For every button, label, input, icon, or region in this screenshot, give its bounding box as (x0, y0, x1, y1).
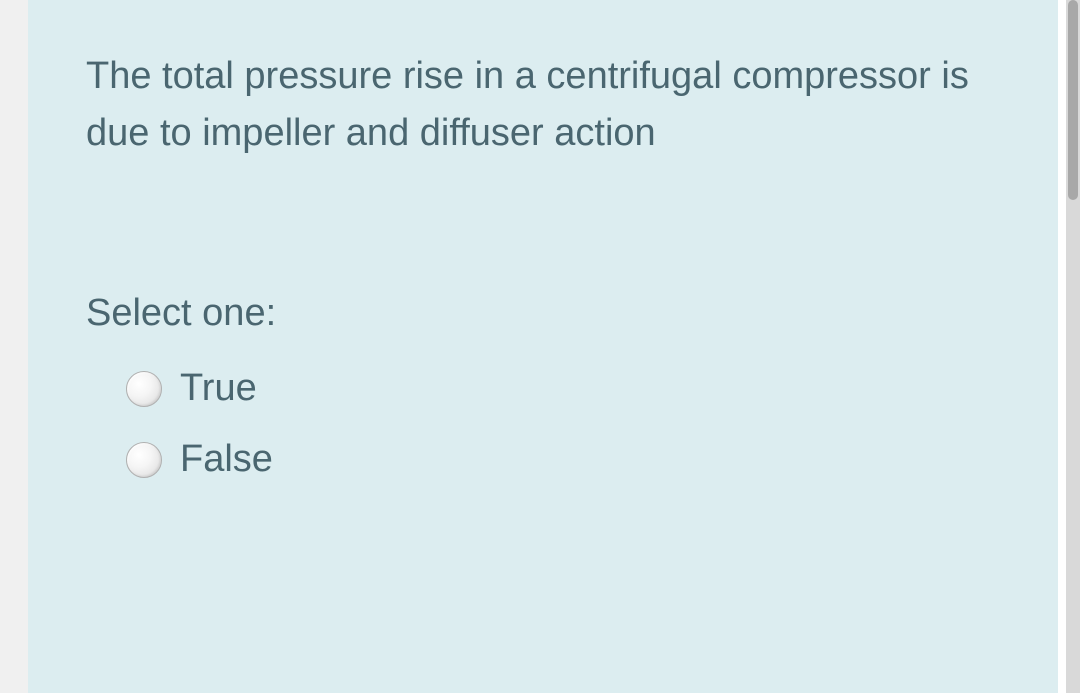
scrollbar-thumb[interactable] (1068, 0, 1078, 200)
right-margin (1058, 0, 1066, 693)
option-label-false: False (180, 438, 273, 481)
page-container: The total pressure rise in a centrifugal… (0, 0, 1080, 693)
left-margin (0, 0, 28, 693)
scrollbar-track[interactable] (1066, 0, 1080, 693)
option-label-true: True (180, 367, 257, 410)
select-one-label: Select one: (86, 292, 1000, 335)
question-card: The total pressure rise in a centrifugal… (28, 0, 1058, 693)
question-text: The total pressure rise in a centrifugal… (86, 48, 1000, 162)
option-row-false[interactable]: False (126, 438, 1000, 481)
radio-button-false[interactable] (126, 442, 162, 478)
radio-button-true[interactable] (126, 371, 162, 407)
options-container: True False (86, 367, 1000, 481)
option-row-true[interactable]: True (126, 367, 1000, 410)
